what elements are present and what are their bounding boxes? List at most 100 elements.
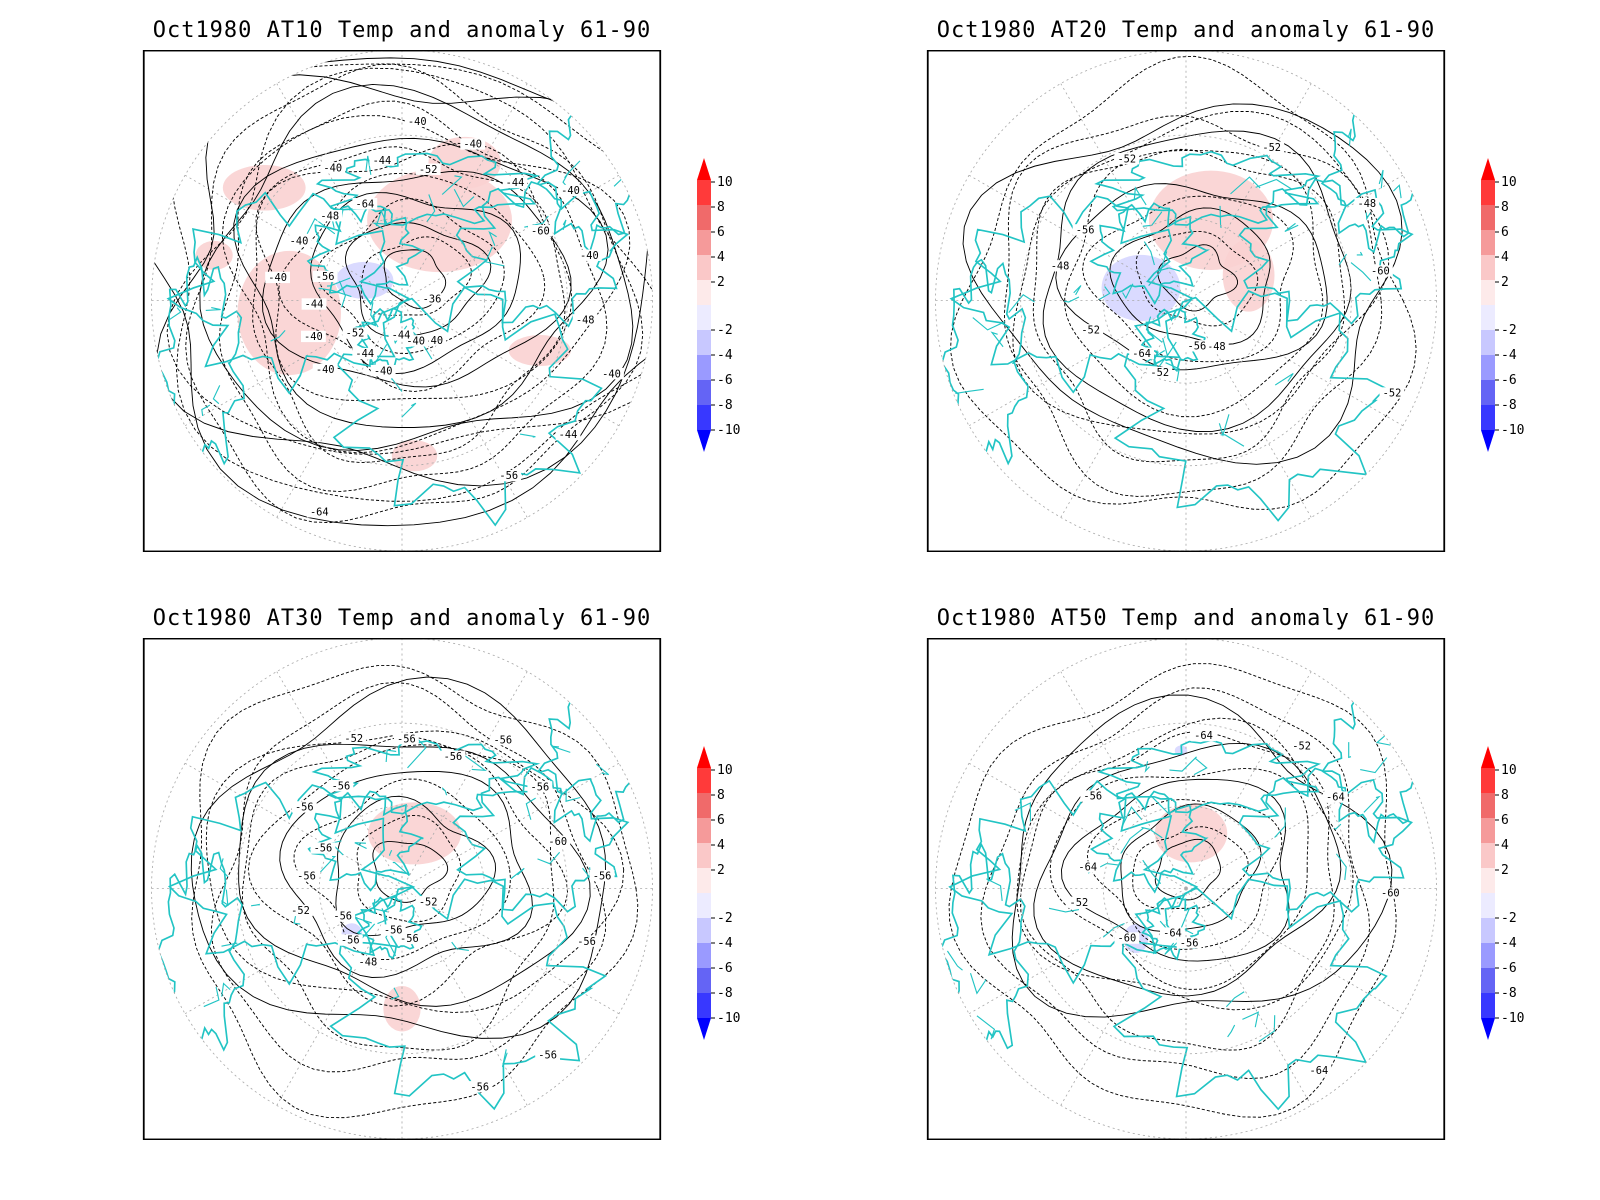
contour-label: -52 — [1081, 325, 1100, 337]
colorbar-swatch — [1481, 405, 1495, 430]
border-line — [485, 246, 505, 267]
contour-label: -56 — [1180, 938, 1199, 950]
border-line — [1152, 796, 1171, 817]
colorbar-swatch — [697, 280, 711, 305]
colorbar-label: -10 — [1501, 423, 1524, 438]
border-line — [1169, 756, 1197, 772]
colorbar-label: -2 — [717, 911, 733, 926]
coastline — [1113, 290, 1388, 522]
label-bg — [286, 235, 312, 247]
contour-label: -48 — [1207, 341, 1226, 353]
coastline — [315, 152, 541, 226]
contour-label: -44 — [305, 299, 324, 311]
contour-label: -56 — [531, 781, 550, 793]
contour-line — [1086, 799, 1283, 950]
positive-anomaly — [1222, 239, 1275, 312]
contour-label: -48 — [358, 956, 377, 968]
contour-line — [1016, 717, 1354, 1011]
colorbar-swatch — [1481, 943, 1495, 968]
contour-label: -64 — [1163, 928, 1182, 940]
contour-line — [980, 687, 1371, 1079]
contour-line — [1132, 826, 1249, 910]
coastline — [1238, 178, 1414, 325]
contour-line — [316, 198, 505, 354]
label-bg — [576, 249, 602, 261]
coastline — [155, 255, 245, 478]
contour-line — [1082, 195, 1294, 363]
colorbar-label: -6 — [717, 373, 733, 388]
border-line — [1145, 349, 1165, 363]
colorbar-label: -8 — [717, 986, 733, 1001]
contour-label: -56 — [332, 780, 351, 792]
latitude-circle — [318, 805, 486, 972]
border-line — [1360, 757, 1388, 774]
coastline — [329, 878, 608, 1111]
meridian — [1185, 300, 1312, 518]
border-line — [1365, 212, 1371, 221]
colorbar-label: -2 — [717, 323, 733, 338]
panel-4: Oct1980 AT50 Temp and anomaly 61-90 -52 -… — [926, 606, 1600, 1166]
panel-title: Oct1980 AT50 Temp and anomaly 61-90 — [936, 606, 1436, 631]
label-bg — [421, 334, 447, 346]
contour-label: -56 — [397, 733, 416, 745]
label-bg — [574, 935, 599, 947]
label-bg — [527, 225, 553, 237]
label-bg — [1072, 224, 1098, 236]
meridian — [401, 888, 528, 1106]
colorbar-bottom-arrow — [697, 430, 711, 452]
border-line — [1335, 853, 1347, 881]
contour-label: -40 — [290, 235, 309, 247]
contour-line — [191, 664, 639, 1119]
contour-label: -44 — [355, 348, 374, 360]
colorbar-swatch — [1481, 330, 1495, 355]
label-bg — [589, 869, 615, 882]
contour-label: -56 — [1188, 340, 1207, 352]
contour-line — [1055, 183, 1328, 371]
positive-anomaly — [428, 136, 501, 189]
contour-label: -60 — [531, 225, 550, 237]
coastline — [1089, 790, 1209, 894]
label-bg — [535, 1049, 561, 1061]
colorbar-swatch — [697, 843, 711, 868]
contour-line — [962, 103, 1403, 465]
meridian — [1060, 300, 1187, 518]
contour-label: -40 — [304, 331, 323, 343]
border-line — [1220, 434, 1245, 447]
colorbar-bottom-arrow — [697, 1018, 711, 1040]
label-bg — [330, 910, 356, 922]
border-line — [537, 851, 561, 865]
label-bg — [419, 293, 445, 305]
label-bg — [312, 363, 338, 376]
border-line — [1098, 286, 1111, 300]
colorbar-label: 10 — [1501, 175, 1517, 190]
label-bg — [527, 781, 553, 793]
label-bg — [388, 329, 414, 341]
contour-line — [1154, 838, 1221, 901]
colorbar-label: 4 — [1501, 250, 1509, 265]
colorbar-swatch — [1481, 818, 1495, 843]
border-line — [1158, 267, 1181, 272]
colorbar-swatch — [697, 968, 711, 993]
contour-label: -52 — [346, 328, 365, 340]
label-bg — [337, 934, 363, 946]
contour-line — [1011, 694, 1393, 1018]
colorbar-top-arrow — [697, 158, 711, 180]
border-line — [488, 230, 497, 246]
colorbar-swatch — [1481, 305, 1495, 330]
border-line — [501, 1049, 508, 1068]
label-bg — [342, 327, 368, 339]
contour-label: -52 — [1070, 897, 1089, 909]
border-line — [1141, 826, 1163, 839]
coastline — [356, 307, 422, 372]
label-bg — [490, 734, 516, 746]
border-line — [306, 217, 336, 235]
coastline — [455, 180, 630, 328]
contour-label: -56 — [1076, 225, 1095, 237]
colorbar-label: -2 — [1501, 323, 1517, 338]
contour-line — [247, 744, 569, 1007]
colorbar-label: 4 — [717, 838, 725, 853]
colorbar-label: 10 — [717, 175, 733, 190]
border-line — [1143, 241, 1155, 266]
border-line — [1145, 316, 1163, 343]
contour-line — [241, 736, 555, 1051]
